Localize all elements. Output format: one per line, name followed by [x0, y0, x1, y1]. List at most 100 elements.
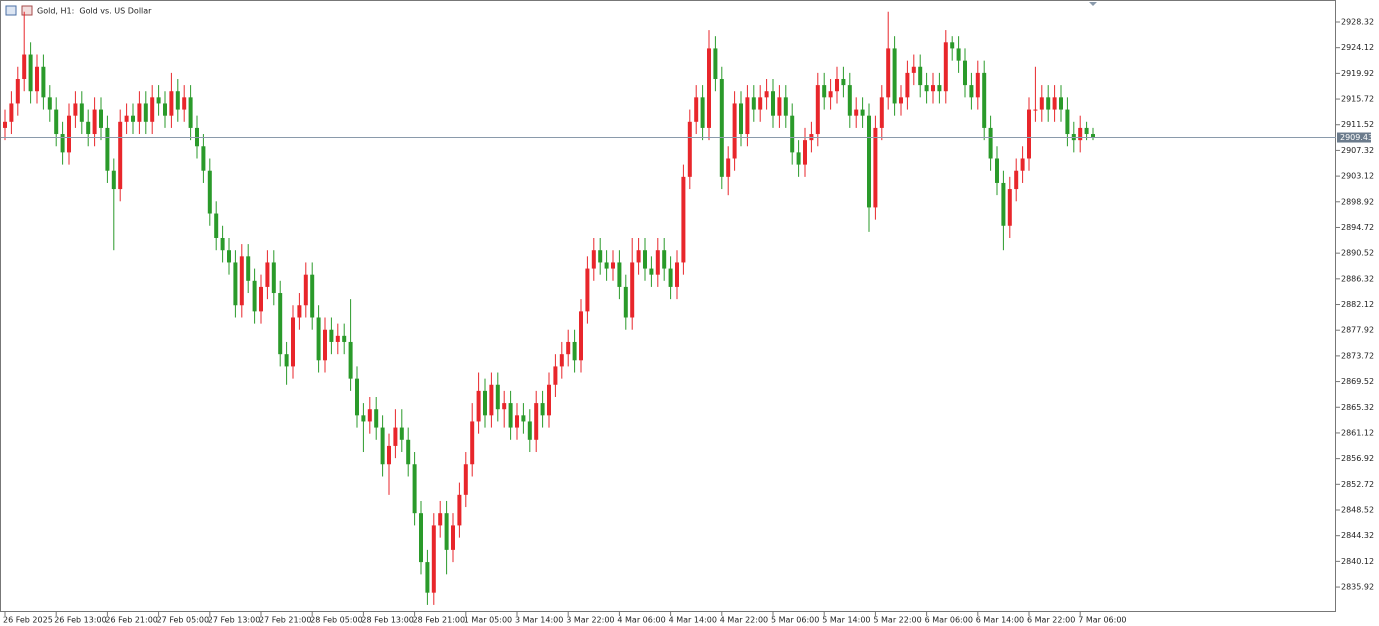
candle-body: [534, 403, 539, 440]
candle-body: [9, 103, 14, 122]
candle-body: [745, 97, 750, 135]
candle-body: [399, 427, 404, 440]
candle-body: [355, 378, 359, 416]
candle-body: [937, 85, 942, 92]
candle-body: [86, 121, 91, 135]
candle-body: [591, 250, 596, 269]
candle-body: [995, 158, 999, 183]
x-tick-label: 26 Feb 13:00: [54, 616, 106, 625]
candle-body: [169, 91, 174, 116]
y-tick-label: 2877.92: [1341, 326, 1374, 335]
x-tick-label: 4 Mar 06:00: [617, 616, 665, 625]
x-tick-label: 26 Feb 2025: [3, 616, 53, 625]
candle-body: [374, 409, 379, 428]
candle-body: [579, 311, 583, 361]
candle-body: [1078, 127, 1083, 141]
y-tick-label: 2890.52: [1341, 249, 1374, 258]
candle-body: [540, 403, 545, 416]
candle-body: [1020, 158, 1025, 171]
y-tick-label: 2928.32: [1341, 17, 1374, 26]
candle-body: [1052, 97, 1057, 110]
candle-body: [854, 109, 859, 116]
candle-body: [668, 268, 673, 287]
candle-body: [604, 262, 609, 269]
x-tick-label: 4 Mar 22:00: [720, 616, 768, 625]
candle-body: [342, 335, 347, 342]
candle-body: [899, 97, 903, 104]
candle-body: [463, 464, 468, 495]
x-tick-label: 5 Mar 06:00: [771, 616, 819, 625]
candle-body: [105, 127, 110, 171]
candle-body: [419, 513, 423, 563]
y-tick-label: 2861.12: [1341, 428, 1374, 437]
candle-body: [111, 170, 116, 190]
candle-body: [950, 42, 955, 49]
candle-body: [719, 78, 724, 177]
x-tick-label: 1 Mar 05:00: [464, 616, 512, 625]
x-tick-label: 5 Mar 14:00: [822, 616, 870, 625]
candle-body: [259, 286, 263, 312]
candle-body: [860, 109, 865, 116]
candle-body: [572, 341, 577, 361]
candle-body: [758, 97, 763, 110]
x-tick-label: 28 Feb 05:00: [310, 616, 362, 625]
candle-body: [963, 60, 967, 86]
candle-body: [99, 109, 103, 128]
x-tick-label: 27 Feb 21:00: [259, 616, 311, 625]
candle-body: [649, 268, 654, 275]
candle-body: [655, 250, 660, 275]
candle-body: [502, 403, 507, 410]
candle-body: [515, 415, 519, 428]
candle-body: [92, 109, 97, 135]
candle-body: [675, 262, 679, 287]
candle-body: [239, 256, 244, 306]
candle-body: [713, 48, 718, 79]
candle-body: [188, 97, 193, 128]
x-tick-label: 28 Feb 13:00: [361, 616, 413, 625]
candle-body: [585, 268, 590, 312]
candle-body: [201, 146, 206, 171]
candle-body: [975, 72, 980, 98]
candle-body: [143, 103, 148, 122]
candle-body: [348, 341, 353, 379]
candle-body: [828, 91, 833, 98]
candle-body: [521, 415, 526, 422]
candle-body: [726, 158, 731, 177]
candle-body: [252, 280, 257, 312]
chart-icon[interactable]: [21, 5, 33, 16]
candle-body: [22, 54, 27, 79]
candle-body: [431, 525, 436, 593]
y-tick-label: 2844.32: [1341, 531, 1374, 540]
candle-body: [393, 427, 398, 446]
candle-body: [278, 293, 283, 355]
candle-body: [764, 91, 769, 98]
candle-body: [783, 97, 788, 116]
candle-body: [297, 305, 302, 318]
x-tick-label: 3 Mar 14:00: [515, 616, 563, 625]
shift-marker: [1089, 2, 1097, 6]
candle-body: [598, 250, 603, 263]
candle-body: [495, 384, 500, 410]
candle-body: [1039, 97, 1044, 110]
y-tick-label: 2894.72: [1341, 223, 1374, 232]
y-tick-label: 2919.92: [1341, 69, 1374, 78]
candle-body: [662, 250, 667, 269]
candle-body: [892, 48, 897, 104]
candle-body: [163, 103, 167, 116]
candle-body: [412, 464, 417, 514]
y-tick-label: 2924.12: [1341, 43, 1374, 52]
candle-body: [489, 384, 494, 416]
menu-icon[interactable]: [5, 5, 17, 16]
candle-body: [265, 262, 270, 287]
candle-body: [150, 97, 155, 122]
candle-body: [3, 121, 7, 128]
candle-body: [835, 78, 839, 92]
y-tick-label: 2856.92: [1341, 454, 1374, 463]
x-tick-label: 6 Mar 14:00: [976, 616, 1024, 625]
candle-body: [156, 97, 161, 104]
x-tick-label: 6 Mar 22:00: [1027, 616, 1075, 625]
y-tick-label: 2886.32: [1341, 274, 1374, 283]
candle-body: [444, 513, 449, 550]
